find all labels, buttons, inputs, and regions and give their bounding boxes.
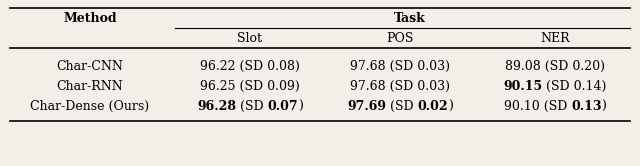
Text: ): ) bbox=[448, 99, 453, 113]
Text: Method: Method bbox=[63, 11, 117, 25]
Text: 96.28: 96.28 bbox=[197, 99, 236, 113]
Text: 97.68 (SD 0.03): 97.68 (SD 0.03) bbox=[350, 59, 450, 73]
Text: ): ) bbox=[602, 99, 606, 113]
Text: Task: Task bbox=[394, 11, 426, 25]
Text: 0.07: 0.07 bbox=[268, 99, 298, 113]
Text: NER: NER bbox=[540, 33, 570, 45]
Text: 90.15: 90.15 bbox=[503, 80, 542, 92]
Text: ): ) bbox=[298, 99, 303, 113]
Text: Slot: Slot bbox=[237, 33, 262, 45]
Text: Char-Dense (Ours): Char-Dense (Ours) bbox=[31, 99, 150, 113]
Text: 90.10 (SD: 90.10 (SD bbox=[504, 99, 571, 113]
Text: Char-CNN: Char-CNN bbox=[56, 59, 124, 73]
Text: 89.08 (SD 0.20): 89.08 (SD 0.20) bbox=[505, 59, 605, 73]
Text: (SD: (SD bbox=[236, 99, 268, 113]
Text: 96.25 (SD 0.09): 96.25 (SD 0.09) bbox=[200, 80, 300, 92]
Text: POS: POS bbox=[387, 33, 413, 45]
Text: 97.69: 97.69 bbox=[347, 99, 386, 113]
Text: Char-RNN: Char-RNN bbox=[56, 80, 124, 92]
Text: 97.68 (SD 0.03): 97.68 (SD 0.03) bbox=[350, 80, 450, 92]
Text: 96.22 (SD 0.08): 96.22 (SD 0.08) bbox=[200, 59, 300, 73]
Text: (SD: (SD bbox=[386, 99, 417, 113]
Text: (SD 0.14): (SD 0.14) bbox=[542, 80, 607, 92]
Text: 0.02: 0.02 bbox=[417, 99, 448, 113]
Text: 0.13: 0.13 bbox=[571, 99, 602, 113]
